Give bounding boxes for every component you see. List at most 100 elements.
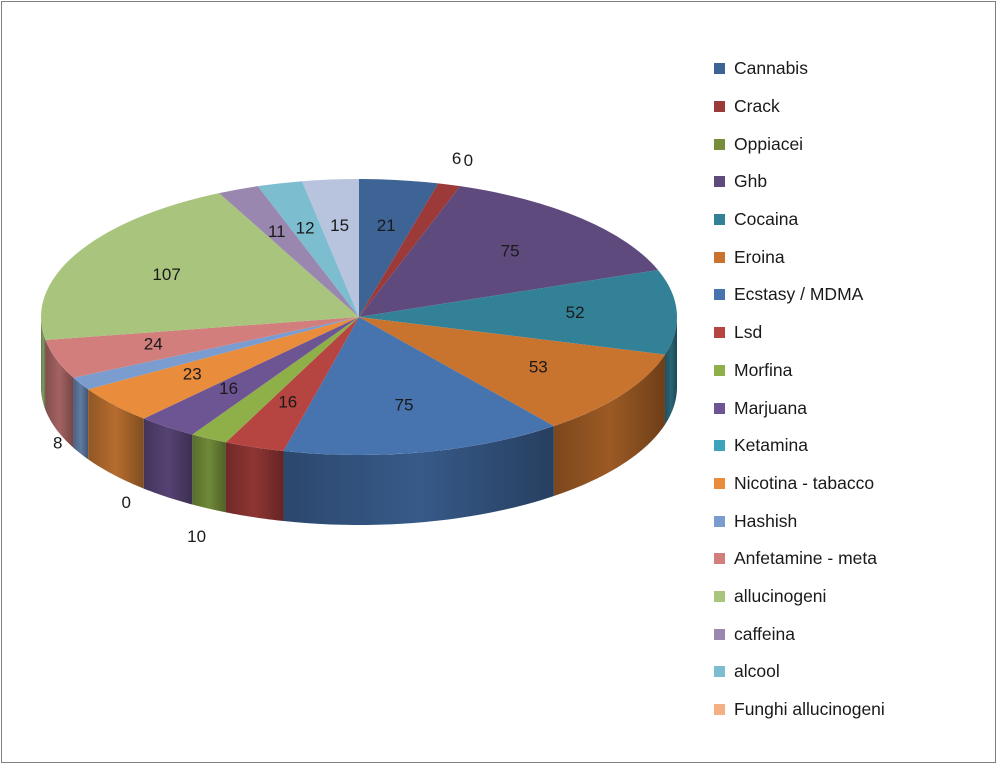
legend-item-marjuana: Marjuana [714,389,994,427]
data-label-oppiacei: 0 [464,151,473,170]
legend-label: Hashish [734,510,798,531]
legend-swatch [714,63,725,75]
legend-swatch [714,590,725,602]
legend-item-allucinogeni: allucinogeni [714,578,994,616]
legend-item-lsd: Lsd [714,314,994,352]
data-label-hashish: 8 [53,433,62,452]
data-label-marjuana: 16 [219,379,238,398]
data-label-nicotina-tabacco: 23 [183,364,202,383]
legend-swatch [714,289,725,301]
pie-slice-lsd [225,317,359,452]
legend-swatch [714,704,725,716]
legend-swatch [714,214,725,226]
data-label-morfina: 10 [187,527,206,546]
pie-slice-marjuana [143,317,359,435]
data-label-allucinogeni: 107 [152,265,180,284]
legend-item-ecstasy-mdma: Ecstasy / MDMA [714,276,994,314]
pie-top-faces [40,179,678,455]
legend-label: Cannabis [734,58,808,79]
legend-label: allucinogeni [734,585,827,606]
legend: Cannabis Crack Oppiacei Ghb Cocaina Eroina Ecs… [714,50,994,728]
pie-slice-crack [359,183,461,317]
legend-swatch [714,101,725,113]
legend-label: Eroina [734,246,785,267]
data-label-caffeina: 11 [268,222,286,241]
legend-swatch [714,138,725,150]
legend-label: alcool [734,661,780,682]
legend-label: Funghi allucinogeni [734,699,885,720]
data-label-crack: 6 [452,149,461,168]
legend-item-funghi-allucinogeni: Funghi allucinogeni [714,691,994,729]
legend-swatch [714,628,725,640]
pie-side-cocaina [664,317,677,425]
pie-slice-funghi-allucinogeni [302,179,359,317]
pie-side-allucinogeni [41,317,46,411]
data-label-funghi-allucinogeni: 15 [330,216,349,235]
pie-slice-caffeina [219,186,359,317]
legend-label: Nicotina - tabacco [734,472,875,493]
legend-label: Lsd [734,322,763,343]
pie-side-anfetamine-meta [45,340,74,448]
pie-slice-ecstasy-mdma [283,317,554,455]
legend-swatch [714,515,725,527]
legend-swatch [714,477,725,489]
pie-side-eroina [553,354,665,497]
pie-slice-alcool [257,181,359,317]
data-label-eroina: 53 [529,357,548,376]
data-label-lsd: 16 [278,392,297,411]
legend-label: Ecstasy / MDMA [734,284,864,305]
pie-side-walls [41,317,677,525]
legend-swatch [714,666,725,678]
legend-label: Ketamina [734,435,808,456]
pie-slice-ghb [359,186,658,317]
legend-item-ghb: Ghb [714,163,994,201]
legend-item-ketamina: Ketamina [714,427,994,465]
legend-swatch [714,327,725,339]
pie-side-lsd [225,442,284,522]
pie-slice-cocaina [359,269,678,355]
legend-item-cocaina: Cocaina [714,201,994,239]
data-label-ecstasy-mdma: 75 [395,396,414,415]
data-label-cocaina: 52 [566,303,585,322]
legend-swatch [714,402,725,414]
pie-slice-nicotina-tabacco [88,317,359,419]
pie-slice-eroina [359,317,665,427]
pie-slice-cannabis [359,179,439,317]
legend-item-cannabis: Cannabis [714,50,994,88]
pie-side-marjuana [143,418,193,505]
legend-item-eroina: Eroina [714,238,994,276]
legend-label: Morfina [734,359,793,380]
data-label-alcool: 12 [296,218,315,237]
pie-slice-hashish [73,317,359,390]
legend-swatch [714,251,725,263]
legend-item-oppiacei: Oppiacei [714,125,994,163]
pie-side-ecstasy-mdma [283,426,554,525]
legend-item-morfina: Morfina [714,352,994,390]
pie-slice-morfina [192,317,359,443]
data-label-anfetamine-meta: 24 [144,334,163,353]
legend-swatch [714,553,725,565]
legend-item-alcool: alcool [714,653,994,691]
data-label-ghb: 75 [501,241,520,260]
legend-item-crack: Crack [714,88,994,126]
legend-label: Crack [734,96,780,117]
legend-label: Oppiacei [734,133,804,154]
pie-side-hashish [73,377,89,460]
legend-label: Marjuana [734,397,807,418]
pie-side-morfina [192,434,226,513]
legend-label: Cocaina [734,209,799,230]
legend-item-anfetamine-meta: Anfetamine - meta [714,540,994,578]
data-label-ketamina: 0 [121,493,130,512]
data-label-cannabis: 21 [377,216,396,235]
pie-slice-allucinogeni [40,193,360,341]
legend-swatch [714,440,725,452]
pie-slice-anfetamine-meta [45,317,359,378]
legend-item-hashish: Hashish [714,502,994,540]
legend-swatch [714,364,725,376]
legend-item-nicotina-tabacco: Nicotina - tabacco [714,465,994,503]
legend-label: Ghb [734,171,768,192]
pie-side-nicotina-tabacco [88,389,144,489]
